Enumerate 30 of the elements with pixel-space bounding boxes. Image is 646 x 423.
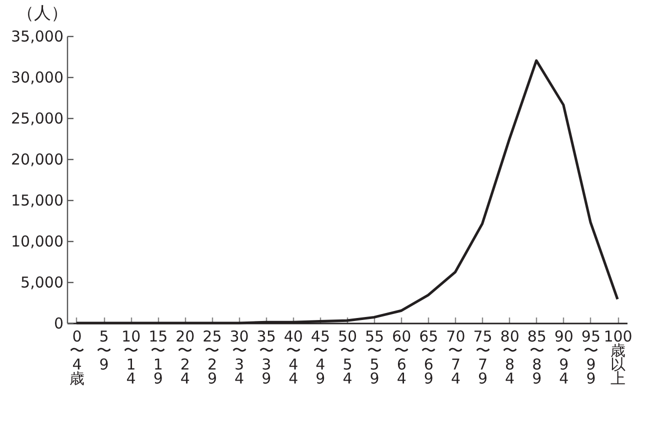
x-tick-label: 100歳以上 xyxy=(604,328,632,388)
x-tick-label: 90〜94 xyxy=(554,328,574,388)
x-tick-label: 65〜69 xyxy=(419,328,438,388)
x-tick-label: 35〜39 xyxy=(256,328,276,388)
x-tick-label: 95〜99 xyxy=(581,328,601,388)
x-tick-label: 60〜64 xyxy=(392,328,412,388)
x-tick-label: 85〜89 xyxy=(527,328,546,388)
x-tick-label: 70〜74 xyxy=(446,328,466,388)
y-axis-title: （人） xyxy=(17,4,68,24)
x-tick-label: 0〜4歳 xyxy=(69,328,84,388)
y-tick-label: 15,000 xyxy=(11,192,64,210)
x-tick-label: 15〜19 xyxy=(148,328,168,388)
x-tick-label: 25〜29 xyxy=(202,328,222,388)
y-tick-label: 5,000 xyxy=(20,274,64,292)
x-tick-label: 30〜34 xyxy=(230,328,249,388)
y-tick-label: 0 xyxy=(54,314,64,332)
x-tick-label: 45〜49 xyxy=(310,328,330,388)
x-tick-label: 5〜9 xyxy=(96,328,112,374)
x-tick-label: 75〜79 xyxy=(473,328,492,388)
x-tick-label: 50〜54 xyxy=(338,328,358,388)
y-tick-label: 35,000 xyxy=(11,28,64,46)
y-tick-label: 20,000 xyxy=(11,150,64,168)
x-tick-label: 20〜24 xyxy=(176,328,195,388)
y-tick-label: 25,000 xyxy=(11,110,64,128)
x-tick-label: 40〜44 xyxy=(284,328,303,388)
y-tick-label: 10,000 xyxy=(11,232,64,250)
x-tick-label: 80〜84 xyxy=(500,328,520,388)
x-tick-label: 10〜14 xyxy=(122,328,141,388)
y-tick-label: 30,000 xyxy=(11,68,64,86)
x-tick-label: 55〜59 xyxy=(365,328,384,388)
